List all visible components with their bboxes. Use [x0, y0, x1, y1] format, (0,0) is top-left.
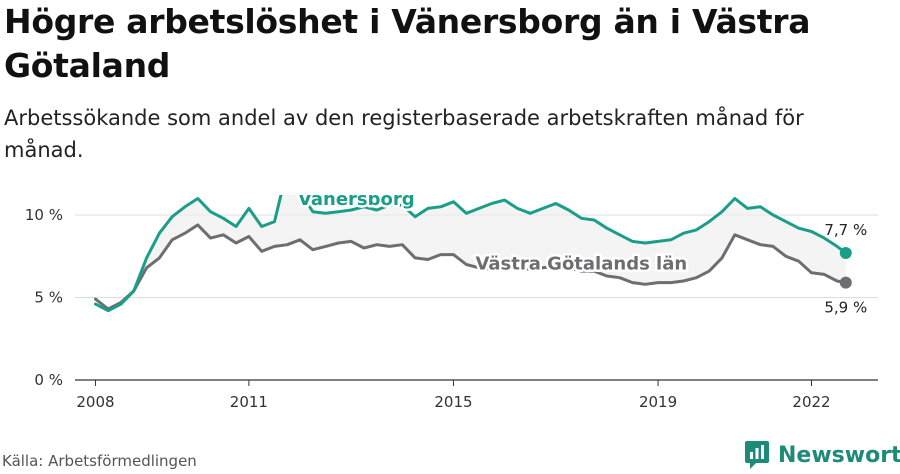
series-label-vastra-gotaland: Västra Götalands län — [475, 253, 687, 274]
y-tick-label: 0 % — [34, 371, 63, 389]
end-point-vastra-gotaland — [839, 276, 852, 289]
series-line-vastra-gotaland — [94, 223, 848, 311]
y-tick-label: 5 % — [34, 289, 63, 307]
label-layer: 5,9 % 7,7 % Vänersborg Västra Götalands län — [295, 195, 867, 317]
chart-title: Högre arbetslöshet i Vänersborg än i Väs… — [4, 2, 811, 85]
x-axis: 0 % 5 % 10 % 2008 2011 2015 2019 2022 — [25, 206, 878, 411]
y-tick-label: 10 % — [25, 206, 63, 224]
line-chart: 0 % 5 % 10 % 2008 2011 2015 2019 2022 5,9 % 7,7 … — [25, 195, 878, 411]
brand: Newsworthy — [744, 440, 900, 470]
brand-name: Newsworthy — [778, 442, 900, 468]
x-tick-label: 2008 — [76, 393, 114, 411]
chart-subtitle: Arbetssökande som andel av den registerb… — [4, 106, 804, 162]
end-point-vanersborg — [839, 246, 852, 259]
end-value-label-vastra-gotaland: 5,9 % — [824, 299, 867, 317]
series-label-vanersborg: Vänersborg — [298, 195, 415, 210]
newsworthy-logo-icon — [745, 441, 769, 469]
series-layer — [94, 195, 852, 313]
x-tick-label: 2011 — [230, 393, 268, 411]
x-tick-label: 2022 — [792, 393, 830, 411]
end-value-label-vanersborg: 7,7 % — [824, 221, 867, 239]
source-note: Källa: Arbetsförmedlingen — [2, 452, 197, 470]
x-tick-label: 2019 — [639, 393, 677, 411]
x-tick-label: 2015 — [434, 393, 472, 411]
series-line-vanersborg — [94, 195, 848, 313]
